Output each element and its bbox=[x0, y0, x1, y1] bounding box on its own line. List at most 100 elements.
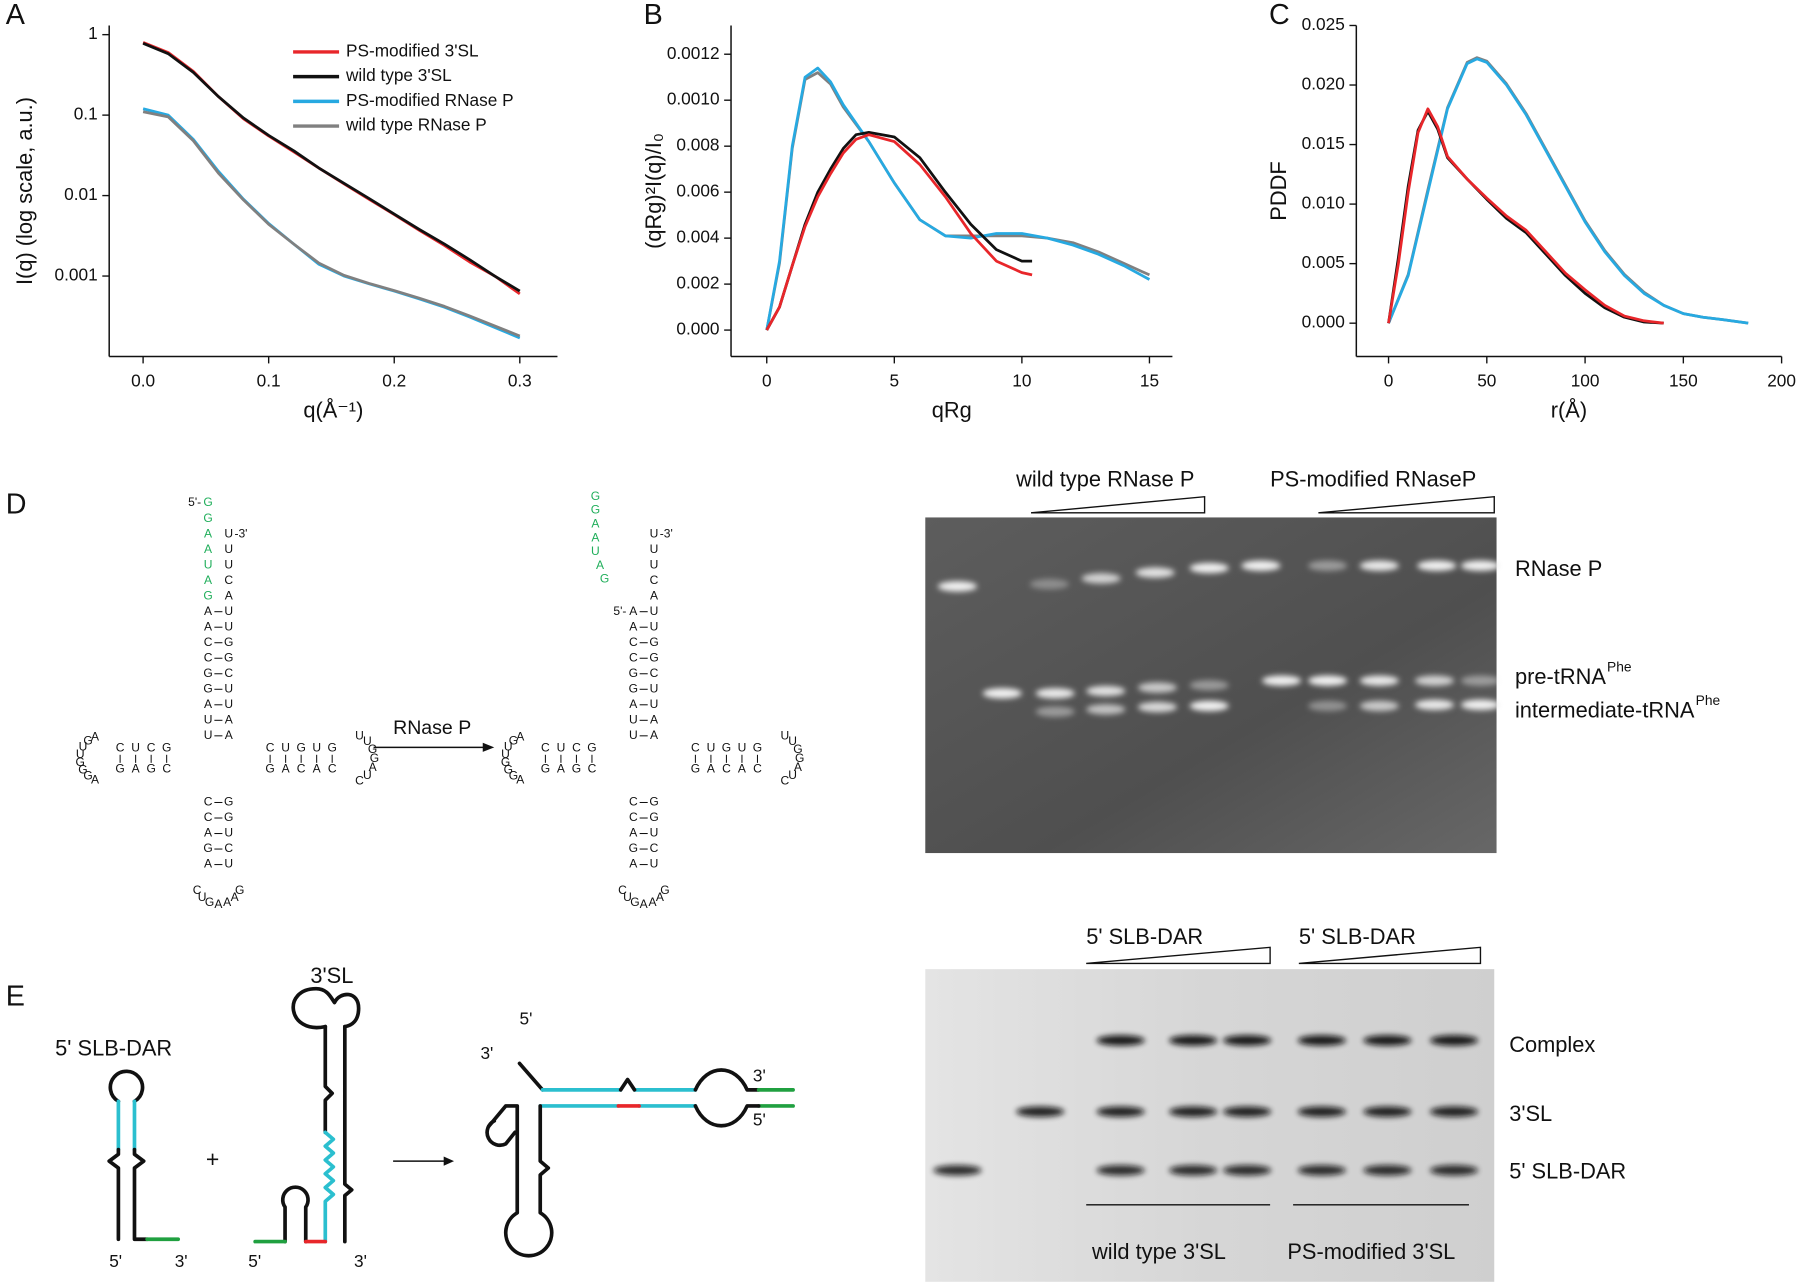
nucleotide: A bbox=[204, 604, 213, 618]
nucleotide: G bbox=[504, 762, 513, 776]
gel-band bbox=[933, 1165, 982, 1176]
nucleotide: C bbox=[629, 795, 638, 809]
nucleotide: G bbox=[83, 733, 92, 747]
nucleotide: U bbox=[591, 544, 600, 558]
nucleotide: A bbox=[204, 573, 213, 587]
panel-label: B bbox=[644, 0, 663, 31]
lane-label: 5' SLB-DAR bbox=[1299, 924, 1416, 949]
gel-band bbox=[1429, 1106, 1479, 1117]
nucleotide: U bbox=[788, 768, 797, 782]
nucleotide: C bbox=[224, 841, 233, 855]
nucleotide: U bbox=[224, 526, 233, 540]
nucleotide: U bbox=[738, 741, 747, 755]
gel-band bbox=[1460, 699, 1500, 710]
gel-band bbox=[1429, 1165, 1479, 1176]
x-tick-label: 150 bbox=[1669, 370, 1698, 390]
nucleotide: U bbox=[650, 526, 659, 540]
nucleotide: U bbox=[224, 557, 233, 571]
three-prime-label: -3' bbox=[660, 526, 673, 540]
nucleotide: A bbox=[225, 588, 234, 602]
nucleotide: U bbox=[650, 857, 659, 871]
three-prime-label: -3' bbox=[234, 526, 247, 540]
nucleotide: G bbox=[115, 761, 124, 775]
tail bbox=[756, 1088, 795, 1108]
x-axis-label: r(Å) bbox=[1551, 397, 1587, 422]
nucleotide: A bbox=[231, 890, 240, 904]
nucleotide: G bbox=[660, 883, 669, 897]
x-tick-label: 0.0 bbox=[131, 370, 155, 390]
nucleotide: G bbox=[629, 841, 638, 855]
nucleotide: C bbox=[722, 761, 731, 775]
nucleotide: U bbox=[224, 857, 233, 871]
data-line bbox=[765, 71, 1151, 331]
end-label: 5' bbox=[109, 1251, 122, 1271]
stem bbox=[323, 1024, 354, 1244]
bulge bbox=[693, 1104, 761, 1128]
nucleotide: C bbox=[618, 883, 627, 897]
gradient-triangle bbox=[1030, 495, 1206, 514]
nucleotide: U bbox=[629, 712, 638, 726]
nucleotide: C bbox=[541, 741, 550, 755]
nucleotide: U bbox=[204, 728, 213, 742]
legend-label: PS-modified RNase P bbox=[346, 90, 514, 110]
nucleotide: G bbox=[722, 741, 731, 755]
nucleotide: G bbox=[368, 742, 377, 756]
gel-band bbox=[1241, 560, 1281, 571]
end-label: 3' bbox=[480, 1043, 493, 1063]
gel-band bbox=[1168, 1035, 1218, 1046]
nucleotide: C bbox=[629, 635, 638, 649]
y-tick-label: 0.001 bbox=[55, 265, 98, 285]
gel-band bbox=[1359, 675, 1399, 686]
gel-band bbox=[1460, 560, 1500, 571]
gradient-triangle bbox=[1086, 946, 1271, 965]
nucleotide: A bbox=[204, 542, 213, 556]
nucleotide: U bbox=[780, 729, 789, 743]
y-tick-label: 0.008 bbox=[676, 135, 719, 155]
nucleotide: U bbox=[204, 557, 213, 571]
nucleotide: A bbox=[629, 826, 638, 840]
nucleotide: G bbox=[541, 761, 550, 775]
gel-band bbox=[1363, 1106, 1412, 1117]
nucleotide: A bbox=[650, 588, 659, 602]
lane-label: PS-modified RNaseP bbox=[1270, 466, 1476, 491]
panel-label: A bbox=[6, 0, 26, 31]
data-line bbox=[1387, 107, 1664, 325]
nucleotide: A bbox=[223, 895, 232, 909]
y-tick-label: 0.015 bbox=[1302, 133, 1345, 153]
gel-image bbox=[925, 969, 1495, 1282]
end-label: 3' bbox=[753, 1066, 766, 1086]
nucleotide: G bbox=[629, 666, 638, 680]
gel-band bbox=[1308, 700, 1348, 712]
nucleotide: G bbox=[203, 681, 212, 695]
nucleotide: G bbox=[795, 751, 804, 765]
nucleotide: A bbox=[707, 761, 716, 775]
band-label: RNase P bbox=[1515, 556, 1602, 581]
y-axis-label: I(q) (log scale, a.u.) bbox=[12, 97, 37, 285]
nucleotide: G bbox=[370, 751, 379, 765]
nucleotide: U bbox=[204, 712, 213, 726]
gel-band bbox=[1363, 1035, 1412, 1046]
nucleotide: G bbox=[649, 650, 658, 664]
nucleotide: G bbox=[501, 755, 510, 769]
nucleotide: C bbox=[629, 650, 638, 664]
x-tick-label: 100 bbox=[1571, 370, 1600, 390]
nucleotide: A bbox=[794, 760, 803, 774]
x-tick-label: 10 bbox=[1012, 370, 1031, 390]
legend-label: wild type 3'SL bbox=[345, 65, 452, 85]
arrow-head bbox=[443, 1156, 455, 1166]
panel-label: E bbox=[6, 980, 25, 1012]
nucleotide: U bbox=[650, 542, 659, 556]
y-tick-label: 0.000 bbox=[1302, 312, 1345, 332]
x-tick-label: 200 bbox=[1767, 370, 1796, 390]
gel-band bbox=[1222, 1035, 1272, 1046]
nucleotide: A bbox=[91, 729, 100, 743]
nucleotide: A bbox=[648, 895, 657, 909]
nucleotide: C bbox=[224, 666, 233, 680]
nucleotide: G bbox=[83, 769, 92, 783]
y-tick-label: 0.005 bbox=[1302, 252, 1345, 272]
hairpin-loop bbox=[291, 986, 361, 1030]
nucleotide: U bbox=[650, 557, 659, 571]
bulge bbox=[618, 1068, 761, 1092]
small-hairpin bbox=[280, 1185, 310, 1244]
gel-band bbox=[1308, 560, 1348, 571]
